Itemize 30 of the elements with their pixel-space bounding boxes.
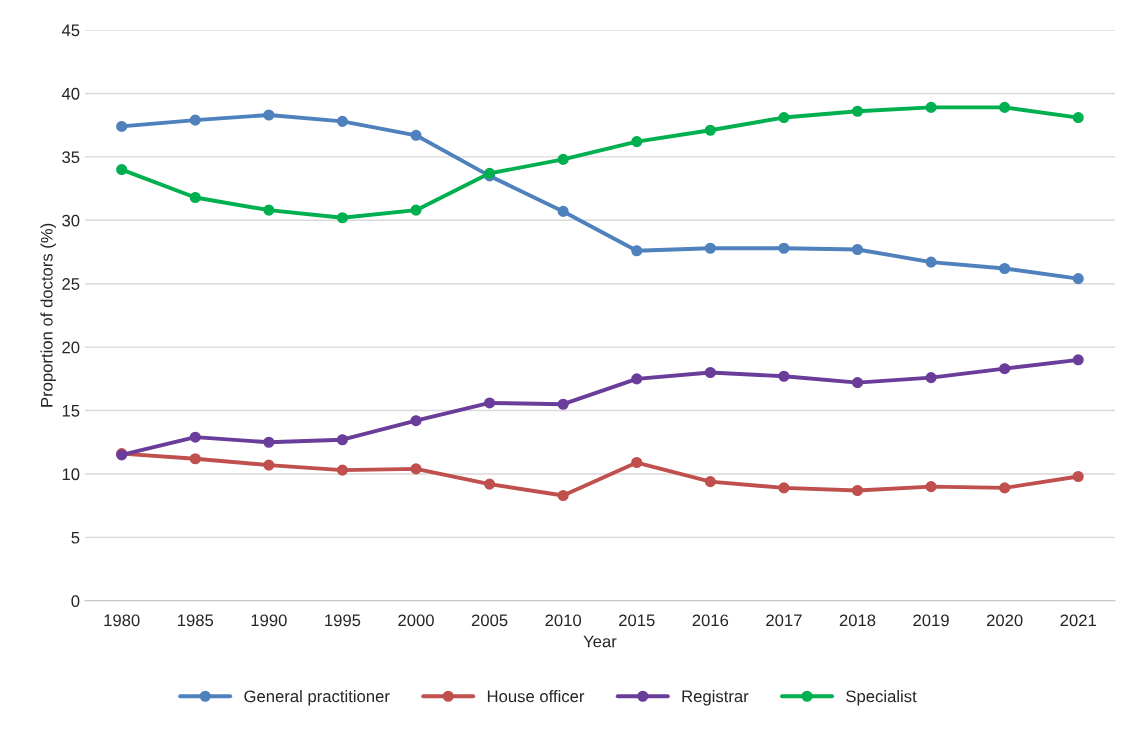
x-tick-label: 2021 (1060, 614, 1096, 627)
y-tick-label: 40 (61, 87, 80, 100)
x-tick-label: 2016 (692, 614, 729, 627)
legend-label: General practitioner (244, 690, 390, 706)
x-tick-label: 2005 (471, 614, 508, 627)
x-tick-label: 2000 (398, 614, 434, 627)
x-tick-label: 2015 (619, 614, 655, 627)
y-tick-label: 5 (71, 531, 80, 544)
y-tick-label: 20 (62, 341, 80, 354)
y-tick-label: 25 (62, 278, 80, 290)
legend-label: Specialist (846, 690, 917, 706)
x-tick-label: 1990 (251, 614, 287, 627)
x-tick-label: 2010 (545, 614, 582, 627)
x-axis-title: Year (583, 635, 617, 648)
x-tick-label: 2019 (913, 614, 949, 627)
y-axis-title: Proportion of doctors (%) (40, 223, 56, 407)
legend-label: Registrar (682, 690, 749, 706)
x-tick-label: 1985 (178, 614, 214, 627)
y-tick-label: 15 (62, 405, 80, 417)
y-tick-label: 0 (71, 595, 80, 607)
x-tick-label: 2017 (766, 614, 802, 627)
x-tick-label: 2018 (839, 614, 876, 627)
y-tick-label: 45 (61, 24, 80, 37)
y-tick-label: 10 (62, 468, 80, 481)
y-tick-label: 30 (62, 214, 80, 227)
x-tick-label: 1995 (325, 614, 361, 627)
y-tick-label: 35 (62, 151, 80, 164)
x-tick-label: 2020 (986, 614, 1023, 627)
legend-label: House officer (487, 690, 585, 703)
x-tick-label: 1980 (104, 614, 140, 627)
